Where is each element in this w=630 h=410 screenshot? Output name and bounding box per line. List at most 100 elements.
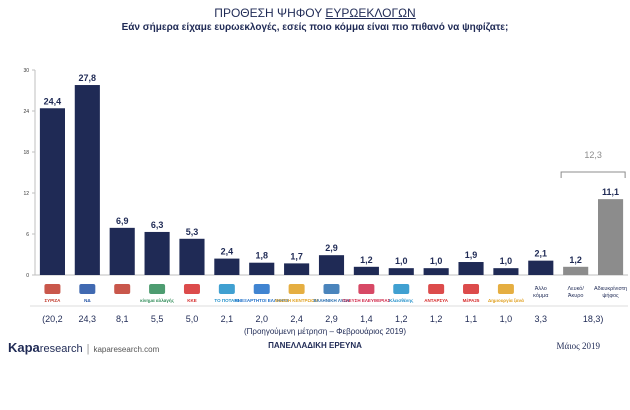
logo-caption: Κλεισθένης (389, 298, 414, 304)
logo-mark (44, 284, 61, 294)
bar-value-label: 24,4 (44, 96, 62, 106)
previous-value: 5,5 (151, 314, 164, 324)
logo-mark (463, 284, 480, 294)
y-tick-label: 30 (23, 68, 29, 74)
plefsi-logo-icon: ΠΛΕΥΣΗ ΕΛΕΥΘΕΡΙΑΣ (342, 284, 391, 303)
category-label: Αδιευκρίνιστη (594, 286, 627, 292)
bar (423, 268, 449, 275)
logo-caption: ΑΝΕΞΑΡΤΗΤΟΙ ΕΛΛΗΝΕΣ (234, 298, 289, 303)
logo-caption: Δημιουργία ξανά (488, 298, 524, 304)
golden-dawn-emblem-icon (114, 284, 131, 294)
previous-value: 1,2 (430, 314, 443, 324)
y-tick-label: 12 (23, 191, 29, 197)
mera25-logo-icon: ΜέΡΑ25 (463, 284, 480, 303)
logo-caption: ΕΝΩΣΗ ΚΕΝΤΡΩΩΝ (275, 298, 318, 303)
logo-mark (288, 284, 305, 294)
previous-value: 5,0 (186, 314, 199, 324)
logo-caption: ΑΝΤΑΡΣΥΑ (424, 298, 448, 303)
syriza-flag-icon: ΣΥΡΙΖΑ (44, 284, 61, 303)
bar-value-label: 1,8 (255, 251, 268, 261)
bar-value-label: 1,0 (500, 256, 513, 266)
bar (214, 258, 240, 275)
logo-caption: ΤΟ ΠΟΤΑΜΙ (214, 298, 239, 303)
chart-title-underlined: ΕΥΡΩΕΚΛΟΓΩΝ (325, 6, 416, 20)
brand-name-bold: Kapa (8, 340, 40, 355)
kleisthenis-logo-icon: Κλεισθένης (389, 284, 414, 304)
bar-value-label: 1,9 (465, 250, 478, 260)
previous-note: (Προηγούμενη μέτρηση – Φεβρουάριος 2019) (244, 327, 406, 336)
logo-caption: ΕΛΛΗΝΙΚΗ ΛΥΣΗ (314, 298, 350, 303)
bar-value-label: 27,8 (79, 73, 97, 83)
bar (39, 108, 65, 276)
previous-value: (20,2 (42, 314, 63, 324)
bracket (560, 171, 626, 178)
previous-value: 2,4 (290, 314, 303, 324)
survey-date: Μάιος 2019 (556, 341, 600, 351)
previous-value: 1,0 (500, 314, 513, 324)
previous-value: 1,1 (465, 314, 478, 324)
bar (353, 266, 379, 275)
y-tick-label: 6 (26, 232, 29, 238)
logo-mark (323, 284, 340, 294)
bar (318, 255, 345, 275)
kinal-logo-icon: κίνημα αλλαγής (140, 284, 175, 304)
logo-mark (114, 284, 131, 294)
previous-value: 2,0 (255, 314, 268, 324)
bar-value-label: 2,4 (221, 247, 234, 257)
logo-caption: ΝΔ (84, 298, 91, 303)
category-label: Λευκό/ (567, 285, 584, 292)
category-label: ψήφος (602, 292, 619, 299)
bar-value-label: 5,3 (186, 227, 199, 237)
previous-value: 18,3) (583, 314, 604, 324)
elliniki-lysi-logo-icon: ΕΛΛΗΝΙΚΗ ΛΥΣΗ (314, 284, 350, 303)
logo-mark (393, 284, 410, 294)
chart-subtitle: Εάν σήμερα είχαμε ευρωεκλογές, εσείς ποι… (121, 22, 509, 33)
previous-value: 3,3 (535, 314, 548, 324)
category-label: κόμμα (533, 292, 549, 299)
logo-mark (183, 284, 200, 294)
antarsya-logo-icon: ΑΝΤΑΡΣΥΑ (424, 284, 449, 303)
logo-mark (497, 284, 514, 294)
logo-mark (218, 284, 235, 294)
logo-mark (79, 284, 96, 294)
survey-scope: ΠΑΝΕΛΛΑΔΙΚΗ ΕΡΕΥΝΑ (268, 341, 362, 350)
bar (249, 262, 275, 275)
bracket-label: 12,3 (584, 150, 602, 160)
chart-title-main: ΠΡΟΘΕΣΗ ΨΗΦΟΥ (214, 6, 326, 20)
bar-value-label: 6,3 (151, 220, 164, 230)
previous-value: 2,9 (325, 314, 338, 324)
logo-caption: ΠΛΕΥΣΗ ΕΛΕΥΘΕΡΙΑΣ (342, 298, 390, 303)
brand-url: kaparesearch.com (93, 345, 160, 354)
category-label: Άλλο (535, 286, 547, 292)
bar (388, 268, 414, 275)
logo-mark (358, 284, 375, 294)
bar (493, 268, 519, 275)
bar-value-label: 1,0 (395, 256, 408, 266)
bar (284, 263, 310, 275)
logo-mark (428, 284, 445, 294)
logo-mark (253, 284, 270, 294)
previous-value: 1,4 (360, 314, 373, 324)
logo-mark (149, 284, 166, 294)
bar-value-label: 2,9 (325, 243, 338, 253)
bar (179, 238, 205, 275)
bar (144, 231, 170, 275)
bar (528, 260, 554, 275)
logo-caption: ΚΚΕ (187, 298, 197, 303)
logo-caption: ΣΥΡΙΖΑ (44, 298, 61, 303)
category-label: Άκυρο (568, 293, 584, 299)
chart-title: ΠΡΟΘΕΣΗ ΨΗΦΟΥ ΕΥΡΩΕΚΛΟΓΩΝ (0, 6, 630, 20)
previous-value: 1,2 (395, 314, 408, 324)
y-tick-label: 24 (23, 109, 29, 115)
previous-value: 8,1 (116, 314, 129, 324)
previous-value: 2,1 (221, 314, 234, 324)
bar-value-label: 6,9 (116, 216, 129, 226)
bar-value-label: 1,0 (430, 256, 443, 266)
bar (74, 85, 100, 276)
bar-value-label: 1,2 (360, 255, 373, 265)
bar-value-label: 1,7 (290, 251, 303, 261)
y-tick-label: 18 (23, 150, 29, 156)
y-tick-label: 0 (26, 273, 29, 279)
potami-logo-icon: ΤΟ ΠΟΤΑΜΙ (214, 284, 239, 303)
bar (598, 199, 624, 275)
